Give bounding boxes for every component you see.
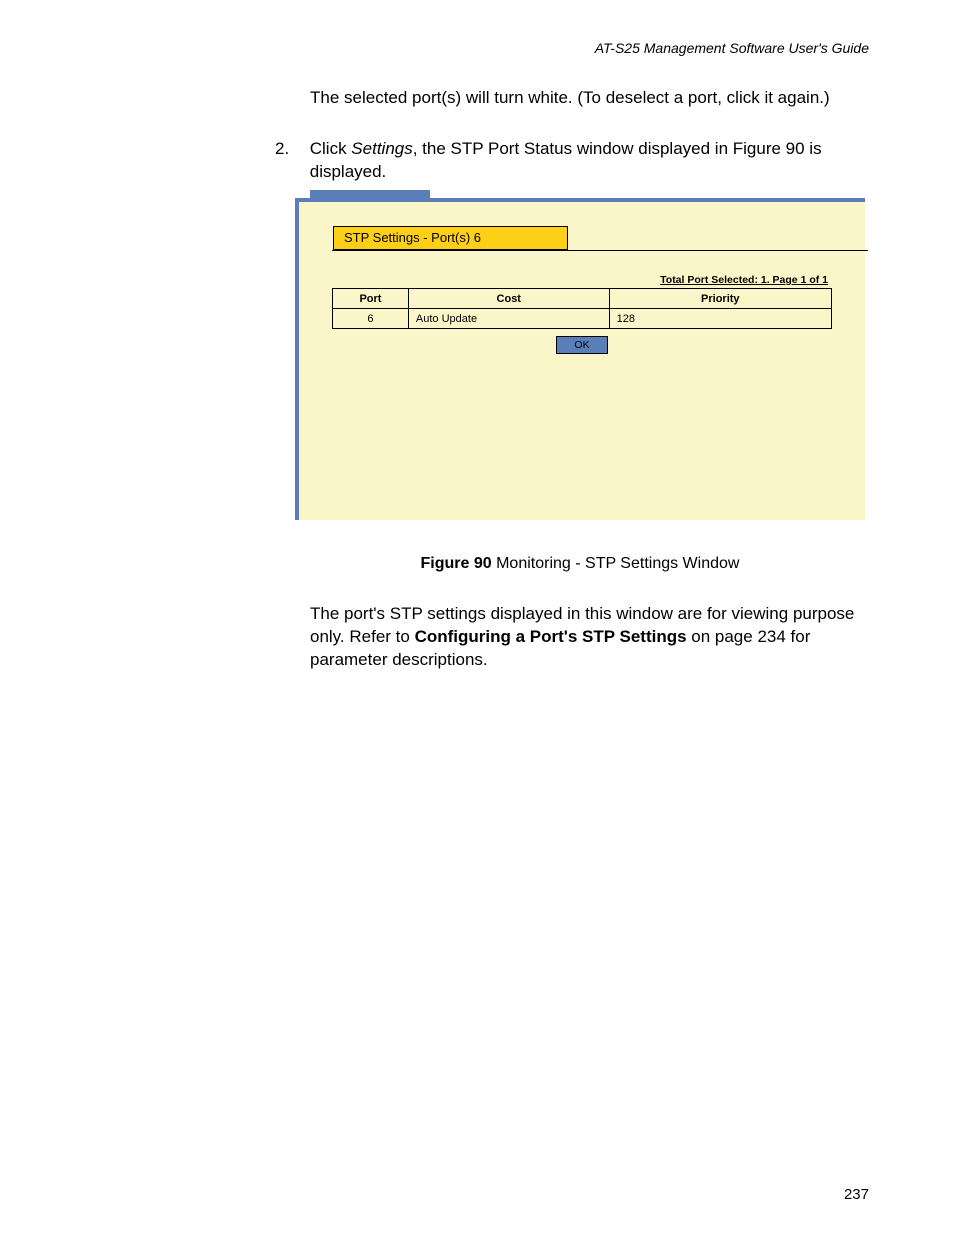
col-cost: Cost [408,289,609,309]
step-text: Click Settings, the STP Port Status wind… [310,138,865,184]
table-header-row: Port Cost Priority [333,289,832,309]
window-title: STP Settings - Port(s) 6 [333,226,568,250]
figure-text: Monitoring - STP Settings Window [492,555,740,572]
figure-90-window: STP Settings - Port(s) 6 Total Port Sele… [295,190,869,521]
selection-status: Total Port Selected: 1. Page 1 of 1 [332,274,832,286]
cell-port: 6 [333,309,409,329]
stp-settings-table: Port Cost Priority 6 Auto Update 128 [332,288,832,329]
cell-cost: Auto Update [408,309,609,329]
settings-label: Settings [351,139,412,158]
col-priority: Priority [609,289,831,309]
cell-priority: 128 [609,309,831,329]
step2-pre: Click [310,139,352,158]
figure-caption: Figure 90 Monitoring - STP Settings Wind… [295,555,865,573]
ok-button[interactable]: OK [556,336,608,354]
para2-link: Configuring a Port's STP Settings [415,627,687,646]
table-row: 6 Auto Update 128 [333,309,832,329]
col-port: Port [333,289,409,309]
button-row: OK [332,335,832,354]
paragraph-deselect: The selected port(s) will turn white. (T… [310,87,870,110]
running-header: AT-S25 Management Software User's Guide [595,40,869,56]
paragraph-viewing-only: The port's STP settings displayed in thi… [310,603,870,672]
window-body: Total Port Selected: 1. Page 1 of 1 Port… [332,274,832,354]
title-underline [332,250,868,251]
step-number: 2. [275,138,305,161]
page-number: 237 [844,1186,869,1203]
figure-label: Figure 90 [421,555,492,572]
window-frame: STP Settings - Port(s) 6 Total Port Sele… [295,198,865,520]
step-2: 2. Click Settings, the STP Port Status w… [275,138,870,184]
